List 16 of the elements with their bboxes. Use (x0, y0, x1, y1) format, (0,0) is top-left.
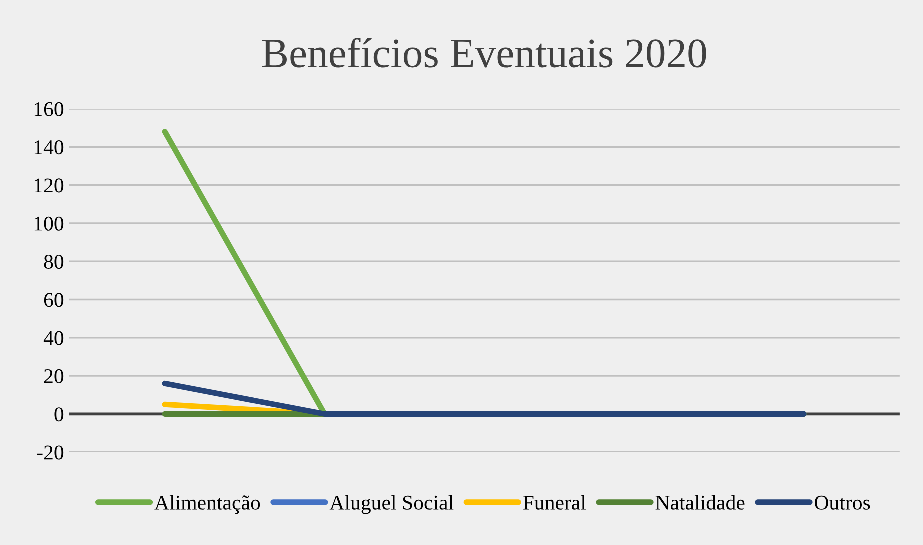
legend-label: Aluguel Social (330, 495, 454, 514)
chart-title: Benefícios Eventuais 2020 (262, 38, 706, 68)
y-tick-label: -20 (37, 446, 64, 460)
y-tick-label: 60 (44, 293, 64, 308)
y-tick-label: 40 (44, 331, 64, 346)
y-tick-label: 140 (34, 140, 64, 155)
y-tick-label: 120 (34, 178, 64, 193)
y-tick-label: 100 (34, 216, 64, 231)
legend-label: Alimentação (154, 495, 260, 514)
y-tick-label: 160 (34, 102, 64, 116)
legend-label: Outros (815, 496, 870, 510)
legend-label: Natalidade (656, 495, 745, 510)
y-tick-label: 80 (44, 254, 64, 270)
legend-label: Funeral (523, 495, 586, 510)
y-tick-label: 0 (54, 408, 64, 422)
y-tick-label: 20 (44, 369, 64, 384)
